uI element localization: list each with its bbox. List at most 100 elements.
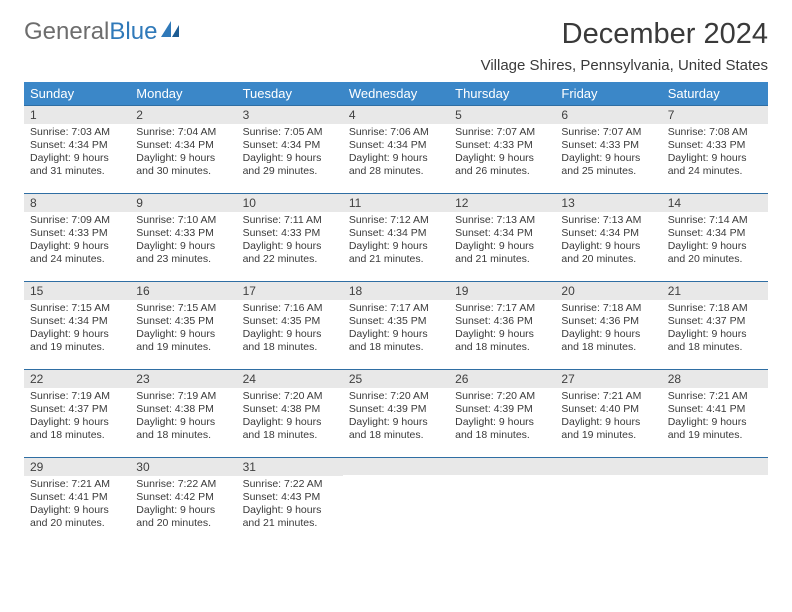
sunrise-text: Sunrise: 7:16 AM bbox=[243, 302, 337, 315]
calendar-cell: 19Sunrise: 7:17 AMSunset: 4:36 PMDayligh… bbox=[449, 281, 555, 369]
daylight-text: Daylight: 9 hours and 18 minutes. bbox=[455, 328, 549, 354]
daylight-text: Daylight: 9 hours and 31 minutes. bbox=[30, 152, 124, 178]
day-details: Sunrise: 7:20 AMSunset: 4:39 PMDaylight:… bbox=[449, 388, 555, 447]
day-number: 23 bbox=[130, 369, 236, 388]
calendar-cell: 10Sunrise: 7:11 AMSunset: 4:33 PMDayligh… bbox=[237, 193, 343, 281]
sunrise-text: Sunrise: 7:17 AM bbox=[455, 302, 549, 315]
sunset-text: Sunset: 4:43 PM bbox=[243, 491, 337, 504]
sunset-text: Sunset: 4:35 PM bbox=[349, 315, 443, 328]
day-number: 16 bbox=[130, 281, 236, 300]
day-details: Sunrise: 7:14 AMSunset: 4:34 PMDaylight:… bbox=[662, 212, 768, 271]
calendar-cell: 31Sunrise: 7:22 AMSunset: 4:43 PMDayligh… bbox=[237, 457, 343, 545]
empty-day-band bbox=[662, 457, 768, 475]
day-number: 27 bbox=[555, 369, 661, 388]
calendar-cell: 30Sunrise: 7:22 AMSunset: 4:42 PMDayligh… bbox=[130, 457, 236, 545]
daylight-text: Daylight: 9 hours and 24 minutes. bbox=[668, 152, 762, 178]
weekday-header: Sunday bbox=[24, 82, 130, 105]
day-details: Sunrise: 7:19 AMSunset: 4:37 PMDaylight:… bbox=[24, 388, 130, 447]
day-details: Sunrise: 7:07 AMSunset: 4:33 PMDaylight:… bbox=[449, 124, 555, 183]
sunrise-text: Sunrise: 7:08 AM bbox=[668, 126, 762, 139]
sunrise-text: Sunrise: 7:20 AM bbox=[243, 390, 337, 403]
day-details: Sunrise: 7:06 AMSunset: 4:34 PMDaylight:… bbox=[343, 124, 449, 183]
day-number: 28 bbox=[662, 369, 768, 388]
sunset-text: Sunset: 4:39 PM bbox=[455, 403, 549, 416]
day-number: 7 bbox=[662, 105, 768, 124]
calendar-cell bbox=[662, 457, 768, 545]
day-details: Sunrise: 7:10 AMSunset: 4:33 PMDaylight:… bbox=[130, 212, 236, 271]
sunrise-text: Sunrise: 7:06 AM bbox=[349, 126, 443, 139]
calendar-cell: 2Sunrise: 7:04 AMSunset: 4:34 PMDaylight… bbox=[130, 105, 236, 193]
daylight-text: Daylight: 9 hours and 21 minutes. bbox=[455, 240, 549, 266]
daylight-text: Daylight: 9 hours and 21 minutes. bbox=[349, 240, 443, 266]
sunset-text: Sunset: 4:34 PM bbox=[668, 227, 762, 240]
calendar-cell: 6Sunrise: 7:07 AMSunset: 4:33 PMDaylight… bbox=[555, 105, 661, 193]
sunrise-text: Sunrise: 7:20 AM bbox=[455, 390, 549, 403]
daylight-text: Daylight: 9 hours and 20 minutes. bbox=[561, 240, 655, 266]
sunrise-text: Sunrise: 7:05 AM bbox=[243, 126, 337, 139]
sunrise-text: Sunrise: 7:21 AM bbox=[561, 390, 655, 403]
day-details: Sunrise: 7:22 AMSunset: 4:43 PMDaylight:… bbox=[237, 476, 343, 535]
weekday-header: Wednesday bbox=[343, 82, 449, 105]
calendar-cell: 13Sunrise: 7:13 AMSunset: 4:34 PMDayligh… bbox=[555, 193, 661, 281]
day-number: 3 bbox=[237, 105, 343, 124]
daylight-text: Daylight: 9 hours and 18 minutes. bbox=[349, 328, 443, 354]
location-text: Village Shires, Pennsylvania, United Sta… bbox=[481, 57, 768, 74]
daylight-text: Daylight: 9 hours and 18 minutes. bbox=[30, 416, 124, 442]
calendar-row: 22Sunrise: 7:19 AMSunset: 4:37 PMDayligh… bbox=[24, 369, 768, 457]
day-details: Sunrise: 7:16 AMSunset: 4:35 PMDaylight:… bbox=[237, 300, 343, 359]
sunrise-text: Sunrise: 7:09 AM bbox=[30, 214, 124, 227]
day-details: Sunrise: 7:17 AMSunset: 4:36 PMDaylight:… bbox=[449, 300, 555, 359]
day-number: 21 bbox=[662, 281, 768, 300]
sunrise-text: Sunrise: 7:22 AM bbox=[136, 478, 230, 491]
sunset-text: Sunset: 4:33 PM bbox=[455, 139, 549, 152]
sunrise-text: Sunrise: 7:13 AM bbox=[455, 214, 549, 227]
calendar-row: 29Sunrise: 7:21 AMSunset: 4:41 PMDayligh… bbox=[24, 457, 768, 545]
day-details: Sunrise: 7:20 AMSunset: 4:38 PMDaylight:… bbox=[237, 388, 343, 447]
day-details: Sunrise: 7:15 AMSunset: 4:34 PMDaylight:… bbox=[24, 300, 130, 359]
calendar-cell: 27Sunrise: 7:21 AMSunset: 4:40 PMDayligh… bbox=[555, 369, 661, 457]
daylight-text: Daylight: 9 hours and 26 minutes. bbox=[455, 152, 549, 178]
daylight-text: Daylight: 9 hours and 24 minutes. bbox=[30, 240, 124, 266]
daylight-text: Daylight: 9 hours and 19 minutes. bbox=[30, 328, 124, 354]
header: General Blue December 2024 Village Shire… bbox=[24, 18, 768, 74]
day-details: Sunrise: 7:15 AMSunset: 4:35 PMDaylight:… bbox=[130, 300, 236, 359]
calendar-cell: 3Sunrise: 7:05 AMSunset: 4:34 PMDaylight… bbox=[237, 105, 343, 193]
day-number: 26 bbox=[449, 369, 555, 388]
day-number: 29 bbox=[24, 457, 130, 476]
sail-icon bbox=[159, 19, 181, 46]
day-number: 19 bbox=[449, 281, 555, 300]
sunrise-text: Sunrise: 7:07 AM bbox=[455, 126, 549, 139]
calendar-cell: 1Sunrise: 7:03 AMSunset: 4:34 PMDaylight… bbox=[24, 105, 130, 193]
day-details: Sunrise: 7:22 AMSunset: 4:42 PMDaylight:… bbox=[130, 476, 236, 535]
sunset-text: Sunset: 4:41 PM bbox=[30, 491, 124, 504]
sunset-text: Sunset: 4:39 PM bbox=[349, 403, 443, 416]
calendar-cell: 7 Sunrise: 7:08 AMSunset: 4:33 PMDaylight… bbox=[662, 105, 768, 193]
day-number: 8 bbox=[24, 193, 130, 212]
calendar-cell: 29Sunrise: 7:21 AMSunset: 4:41 PMDayligh… bbox=[24, 457, 130, 545]
day-number: 14 bbox=[662, 193, 768, 212]
calendar-cell: 22Sunrise: 7:19 AMSunset: 4:37 PMDayligh… bbox=[24, 369, 130, 457]
sunset-text: Sunset: 4:33 PM bbox=[243, 227, 337, 240]
daylight-text: Daylight: 9 hours and 18 minutes. bbox=[349, 416, 443, 442]
calendar-cell bbox=[449, 457, 555, 545]
daylight-text: Daylight: 9 hours and 21 minutes. bbox=[243, 504, 337, 530]
daylight-text: Daylight: 9 hours and 28 minutes. bbox=[349, 152, 443, 178]
day-details: Sunrise: 7:18 AMSunset: 4:36 PMDaylight:… bbox=[555, 300, 661, 359]
sunset-text: Sunset: 4:34 PM bbox=[561, 227, 655, 240]
daylight-text: Daylight: 9 hours and 18 minutes. bbox=[136, 416, 230, 442]
day-number: 12 bbox=[449, 193, 555, 212]
sunrise-text: Sunrise: 7:20 AM bbox=[349, 390, 443, 403]
sunrise-text: Sunrise: 7:03 AM bbox=[30, 126, 124, 139]
calendar-cell: 5Sunrise: 7:07 AMSunset: 4:33 PMDaylight… bbox=[449, 105, 555, 193]
sunset-text: Sunset: 4:35 PM bbox=[136, 315, 230, 328]
day-number: 13 bbox=[555, 193, 661, 212]
sunset-text: Sunset: 4:33 PM bbox=[668, 139, 762, 152]
day-details: Sunrise: 7:13 AMSunset: 4:34 PMDaylight:… bbox=[555, 212, 661, 271]
day-number: 10 bbox=[237, 193, 343, 212]
sunset-text: Sunset: 4:34 PM bbox=[30, 315, 124, 328]
calendar-cell bbox=[555, 457, 661, 545]
calendar-row: 8 Sunrise: 7:09 AM Sunset: 4:33 PM Daylight… bbox=[24, 193, 768, 281]
day-number: 17 bbox=[237, 281, 343, 300]
calendar-cell: 24Sunrise: 7:20 AMSunset: 4:38 PMDayligh… bbox=[237, 369, 343, 457]
calendar-cell: 28Sunrise: 7:21 AMSunset: 4:41 PMDayligh… bbox=[662, 369, 768, 457]
